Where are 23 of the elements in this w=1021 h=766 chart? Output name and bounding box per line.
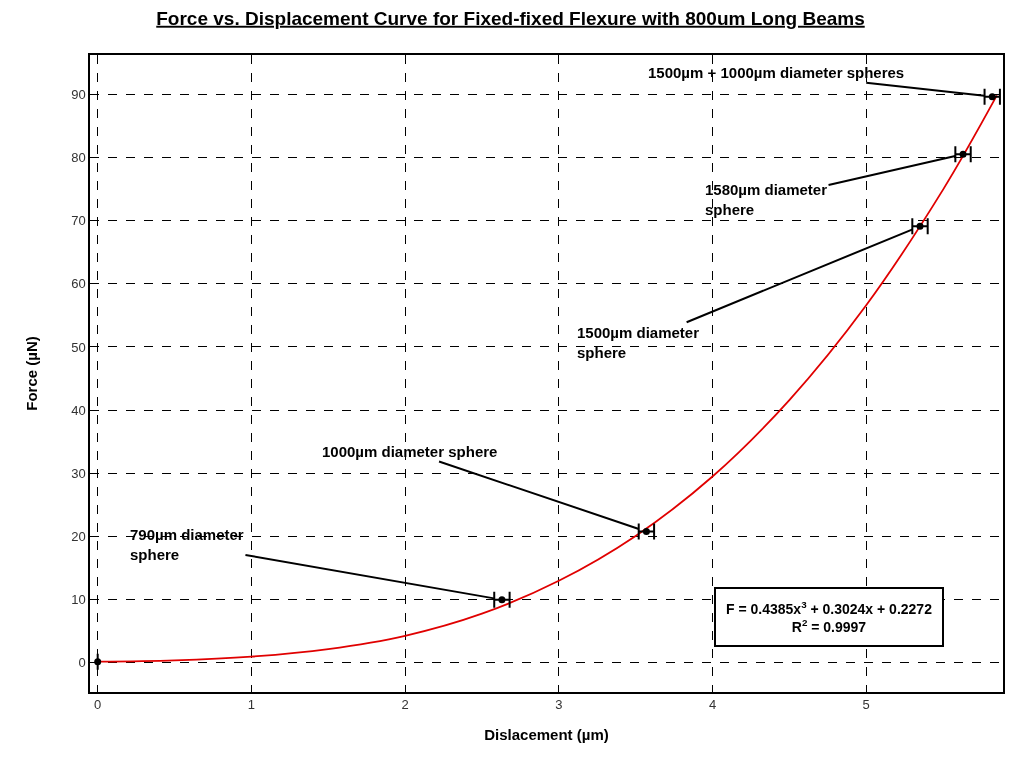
y-axis-title: Force (µN) (22, 336, 40, 411)
annotation: F = 0.4385x$^{3}$ + 0.3024x + 0.2272 R$^{2}$ = 0.9997 (726, 599, 933, 636)
y-tick-label: 90 (71, 86, 86, 102)
y-tick-label: 40 (71, 402, 86, 418)
y-tick-label: 80 (71, 149, 86, 165)
x-tick-label: 4 (708, 697, 717, 713)
y-tick-label: 70 (71, 213, 86, 229)
x-tick-label: 3 (555, 697, 563, 713)
annotation: 1000µm diameter sphere (322, 443, 498, 460)
annotation: 1500µm diameter sphere (577, 324, 700, 361)
y-tick-label: 60 (71, 276, 86, 292)
x-tick-label: 1 (247, 697, 256, 713)
x-axis-title: Dislacement (µm) (484, 725, 609, 743)
x-tick-label: 5 (862, 697, 870, 713)
annotation: 1580µm diameter sphere (705, 181, 828, 218)
chart-title: Force vs. Displacement Curve for Fixed-fixed Flexure with 800um Long Beams (156, 7, 865, 29)
x-tick-label: 0 (94, 697, 102, 713)
y-tick-label: 0 (78, 655, 86, 671)
y-tick-label: 30 (71, 465, 86, 481)
y-tick-label: 50 (71, 339, 86, 355)
y-tick-label: 10 (71, 592, 86, 608)
y-tick-label: 20 (71, 529, 86, 545)
x-tick-label: 2 (401, 697, 409, 713)
